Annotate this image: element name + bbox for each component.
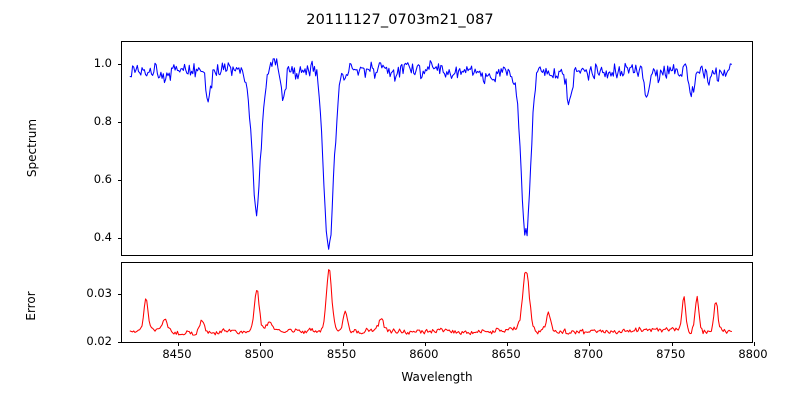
x-tick-label: 8550 [326,347,357,361]
y-tick-mark [118,63,122,65]
y-tick-label: 0.6 [93,172,112,186]
error-y-axis-label: Error [24,291,38,321]
spectrum-y-axis-ticks: 0.4 0.6 0.8 1.0 [0,41,112,256]
spectrum-panel [118,41,753,256]
error-y-axis-ticks: 0.02 0.03 [0,262,112,348]
x-tick-label: 8800 [738,347,768,361]
y-tick-mark [118,238,122,240]
x-tick-mark [507,342,509,346]
error-line-series [122,263,752,342]
x-tick-label: 8700 [573,347,604,361]
x-tick-label: 8500 [244,347,274,361]
spectrum-line-series [122,42,752,255]
y-tick-label: 1.0 [93,55,112,70]
y-tick-label: 0.02 [86,333,112,348]
figure-title: 20111127_0703m21_087 [306,12,494,28]
x-axis-label: Wavelength [401,370,473,384]
y-tick-label: 0.8 [93,113,112,128]
x-tick-label: 8450 [162,347,192,361]
x-tick-mark [671,342,673,346]
y-tick-label: 0.03 [86,285,112,300]
y-tick-mark [118,293,122,295]
x-tick-label: 8650 [491,347,521,361]
x-tick-mark [424,342,426,346]
x-tick-mark [589,342,591,346]
x-tick-label: 8600 [409,347,439,361]
x-tick-mark [177,342,179,346]
y-tick-label: 0.4 [93,230,112,245]
spectrum-y-axis-label: Spectrum [25,118,39,178]
y-tick-mark [118,121,122,123]
y-tick-mark [118,180,122,181]
x-tick-mark [260,342,262,346]
x-tick-label: 8750 [656,347,686,361]
y-tick-mark [118,341,122,343]
x-tick-mark [754,342,755,346]
x-tick-mark [342,342,344,346]
error-panel [118,262,755,346]
